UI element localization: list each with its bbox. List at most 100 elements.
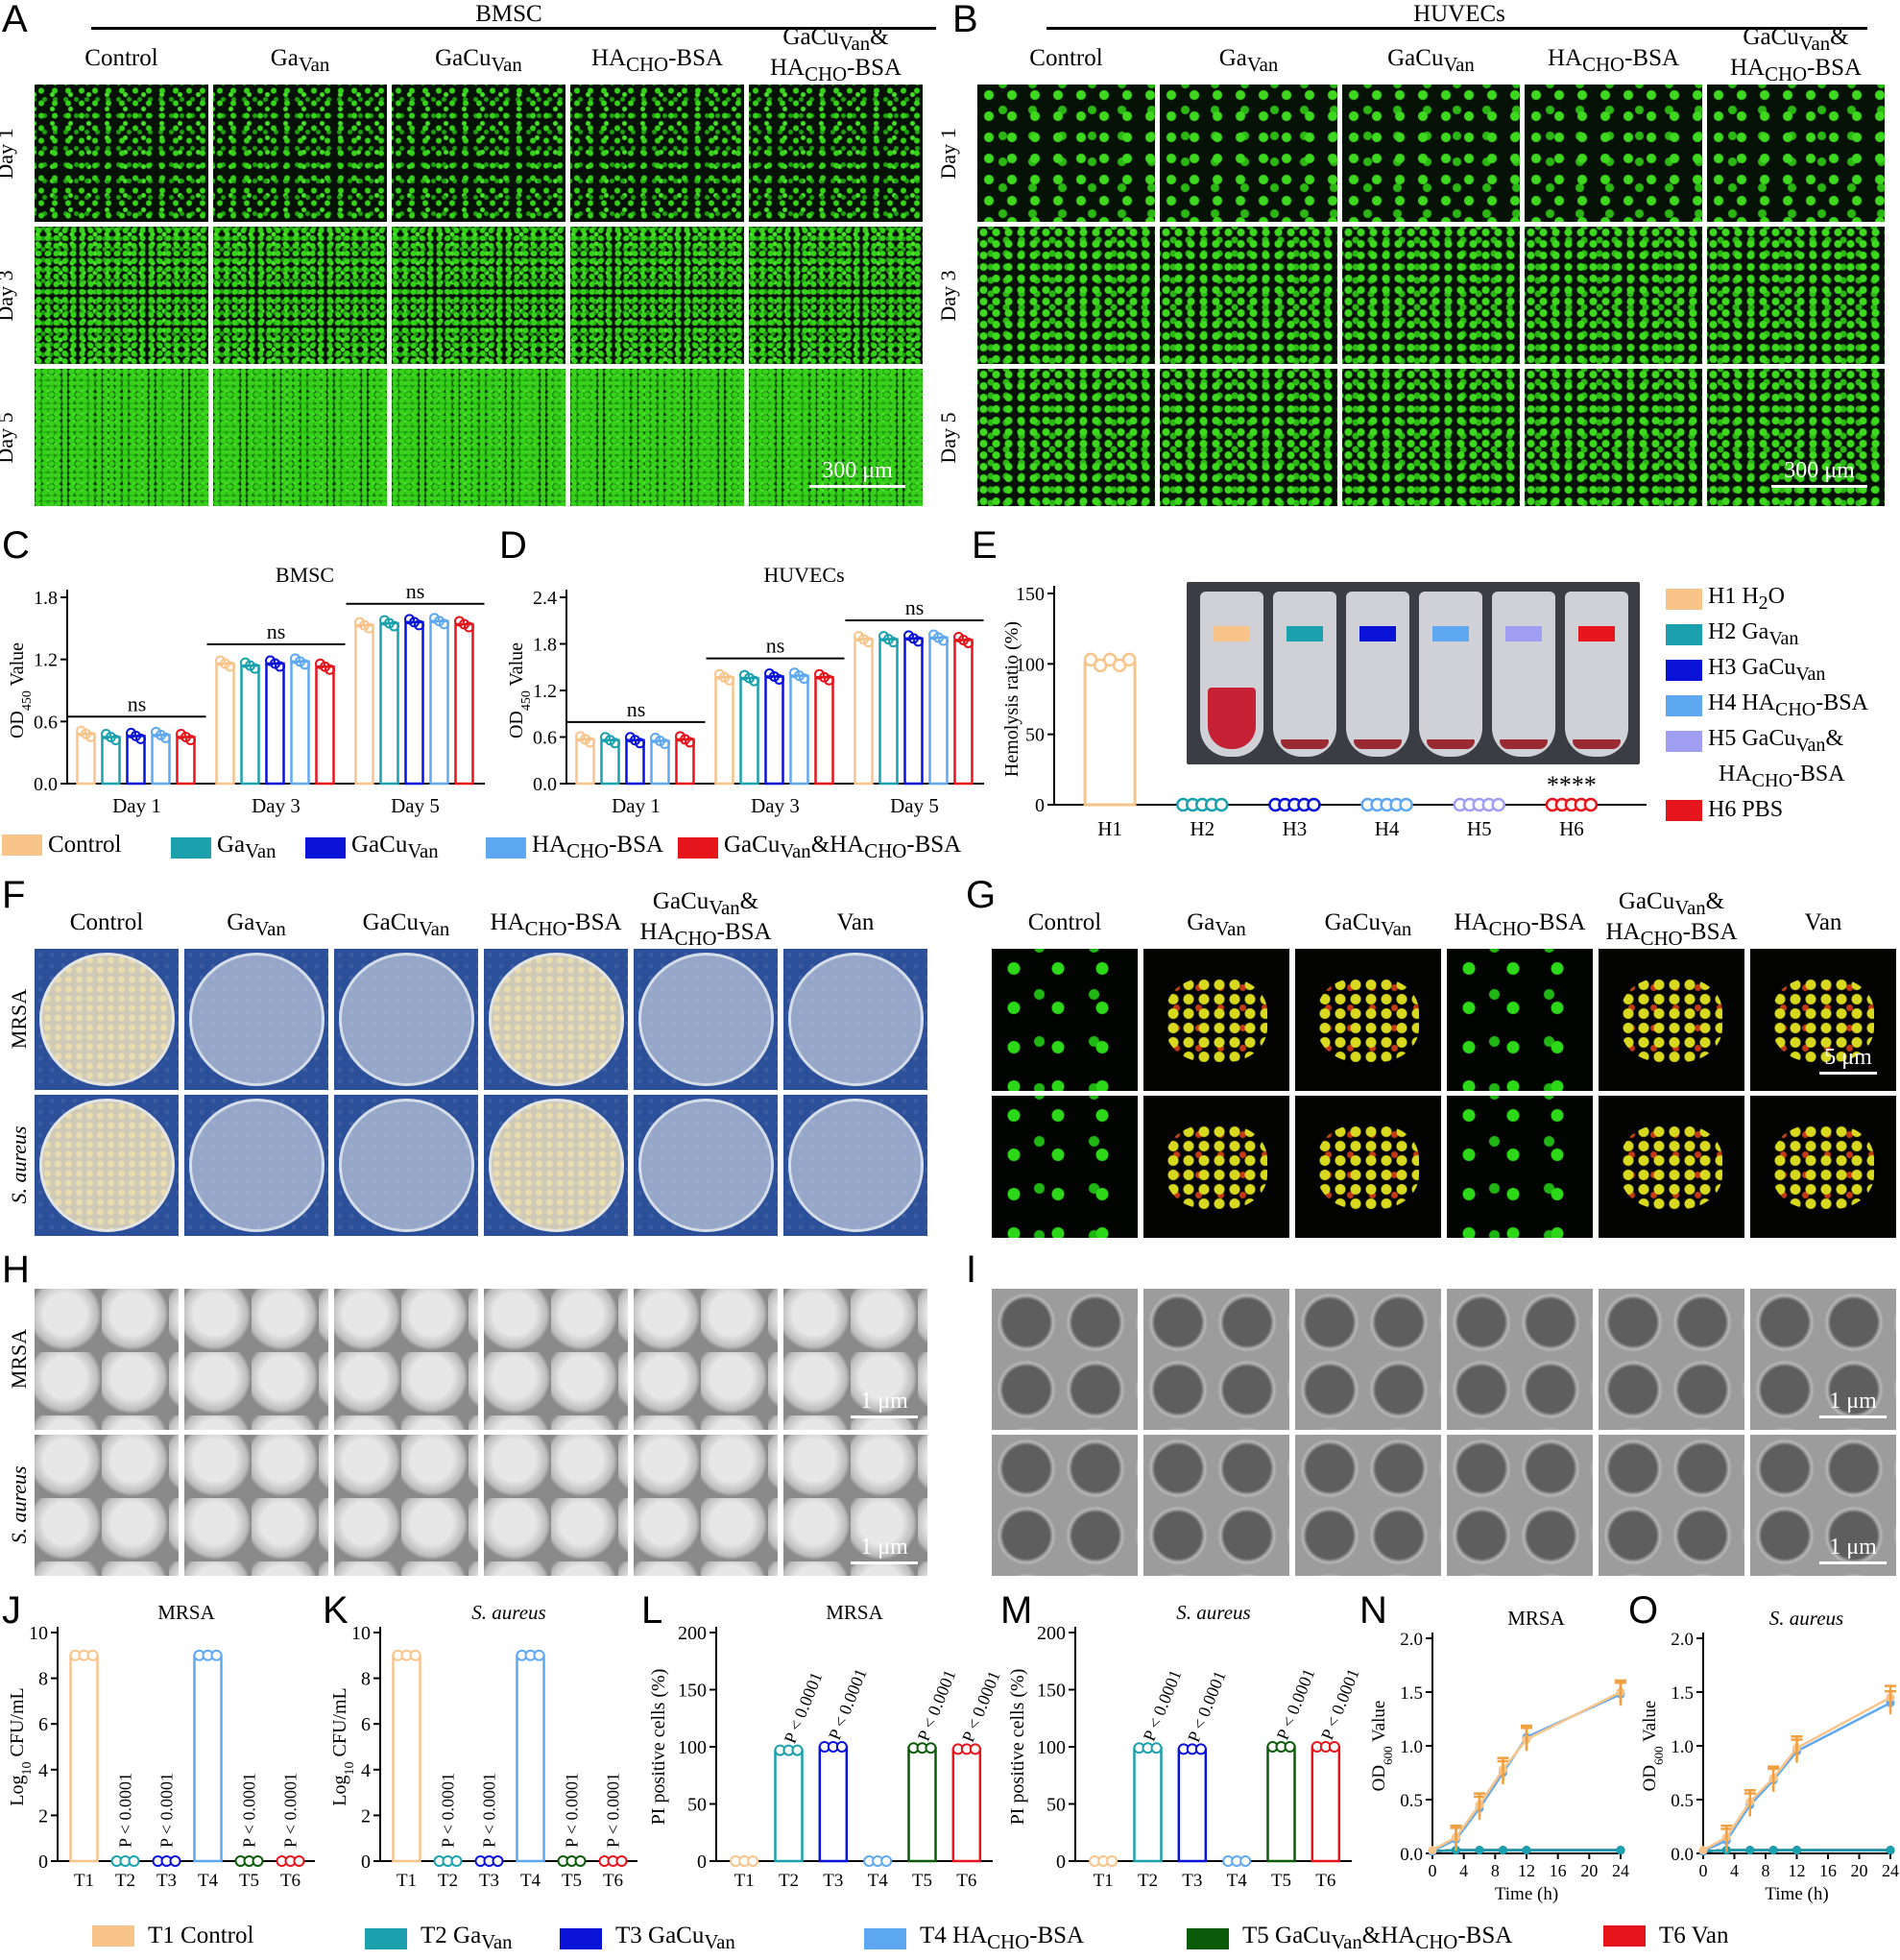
panel-g-image-r0-c1 <box>1143 949 1289 1091</box>
panel-a-image-r2-c2 <box>392 369 565 506</box>
dot <box>1150 1742 1163 1754</box>
dot <box>913 636 924 647</box>
panel-f-col-header-3: HACHO-BSA <box>490 909 622 941</box>
panel-a-image-r2-c4 <box>749 369 923 506</box>
dot <box>1121 652 1137 667</box>
panel-a-image-r0-c1 <box>213 85 387 222</box>
series-line <box>1431 1690 1622 1851</box>
x-tick-label: Day 1 <box>612 794 661 817</box>
y-tick-label: 150 <box>678 1681 707 1702</box>
x-tick-label: T6 <box>956 1871 976 1891</box>
dot <box>724 674 734 686</box>
dot <box>128 1855 140 1867</box>
dot <box>1491 797 1505 812</box>
panel-a-col-header-2: GaCuVan <box>435 45 522 77</box>
y-tick-label: 0 <box>38 1851 48 1873</box>
legend-text: GaVan <box>217 832 277 862</box>
panel-i-image-r1-c4 <box>1599 1435 1744 1576</box>
x-tick-label: 4 <box>1459 1861 1468 1880</box>
hemolysis-tube-photo <box>1187 582 1640 764</box>
panel-h-image-r0-c1 <box>184 1289 328 1430</box>
legend-swatch <box>1603 1925 1646 1947</box>
panel-a-image-r1-c1 <box>213 227 387 364</box>
y-tick-label: 6 <box>361 1714 371 1735</box>
bottom-legend-item-0: T1 Control <box>92 1923 253 1949</box>
bar-0-0 <box>575 738 595 786</box>
series-point <box>1428 1846 1437 1855</box>
panel-a-image-r1-c2 <box>392 227 565 364</box>
x-tick-label: Day 3 <box>252 794 301 817</box>
bar-0-2 <box>126 735 146 786</box>
panel-b-row-label-0: Day 1 <box>936 127 960 180</box>
y-tick-label: 2 <box>361 1805 371 1827</box>
panel-f-plate-r1-c1 <box>184 1095 328 1236</box>
sig-label: ns <box>406 579 425 603</box>
chart-title: MRSA <box>157 1601 215 1624</box>
x-tick-label: 0 <box>1429 1861 1437 1880</box>
legend-swatch <box>1666 623 1702 645</box>
x-tick-label: 12 <box>1789 1861 1806 1880</box>
panel-g-image-r0-c4 <box>1599 949 1744 1091</box>
panel-b-scale-bar-line <box>1771 485 1867 488</box>
bar-T4 <box>516 1654 545 1863</box>
chart-title: S. aureus <box>1769 1607 1843 1630</box>
dot <box>1239 1855 1252 1867</box>
x-tick-label: T1 <box>734 1871 755 1891</box>
panel-g-image-r0-c3 <box>1447 949 1593 1091</box>
bar-1-4 <box>814 676 834 786</box>
panel-f-plate-r0-c5 <box>783 949 927 1090</box>
panel-h-scale-bar-0: 1 μm <box>851 1389 918 1418</box>
legend-text: H3 GaCuVan <box>1708 655 1826 685</box>
series-line <box>1702 1696 1891 1851</box>
p-value-label: P < 0.0001 <box>958 1668 1004 1745</box>
p-value-label: P < 0.0001 <box>1317 1666 1363 1743</box>
x-tick-label: T2 <box>779 1871 799 1891</box>
bar-T1 <box>69 1654 99 1863</box>
bottom-legend-item-2: T3 GaCuVan <box>560 1923 735 1954</box>
legend-text: T4 HACHO-BSA <box>920 1923 1085 1953</box>
bar-1-3 <box>290 660 310 786</box>
panel-i-image-r1-c3 <box>1447 1435 1593 1576</box>
panel-b-image-r0-c0 <box>977 85 1155 222</box>
y-tick-label: 50 <box>1046 1795 1066 1816</box>
panel-i-image-r0-c4 <box>1599 1289 1744 1430</box>
bar-0-3 <box>151 734 171 786</box>
legend-swatch <box>1666 799 1702 821</box>
y-tick-label: 10 <box>29 1623 48 1644</box>
dot <box>492 1855 504 1867</box>
y-tick-label: 1.8 <box>34 588 58 609</box>
y-tick-label: 1.2 <box>533 681 557 702</box>
panel-e-chart: 0 50 100 150 Hemolysis ratio (%) H1 H2 H3 H4 H5 H6… <box>998 538 1651 850</box>
dot <box>185 735 196 745</box>
p-value-label: P < 0.0001 <box>604 1773 623 1848</box>
panel-b-row-label-1: Day 3 <box>936 269 960 322</box>
legend-text: H2 GaVan <box>1708 619 1799 649</box>
sig-label: ns <box>128 691 147 715</box>
dot <box>888 637 899 648</box>
dot <box>414 619 424 631</box>
y-axis-label: Log10 CFU/mL <box>7 1687 35 1805</box>
bar-2-4 <box>953 639 974 786</box>
panel-g-image-r1-c1 <box>1143 1096 1289 1238</box>
panel-b-header-line <box>1046 27 1867 30</box>
panel-h-row-label-1: S. aureus <box>7 1465 31 1544</box>
p-value-label: P < 0.0001 <box>563 1773 582 1848</box>
panel-h-scale-bar-line-0 <box>851 1416 918 1418</box>
dot <box>585 737 595 748</box>
tube-color-tag-4 <box>1432 626 1469 641</box>
panel-g-col-header-0: Control <box>1027 909 1102 935</box>
legend-text: GaCuVan <box>351 832 439 862</box>
x-tick-label: 16 <box>1550 1861 1567 1880</box>
panel-label-f: F <box>2 874 26 916</box>
y-tick-label: 0.6 <box>533 728 557 749</box>
x-tick-label: 16 <box>1819 1861 1837 1880</box>
dot <box>450 1855 463 1867</box>
x-tick-label: 0 <box>1699 1861 1708 1880</box>
panel-cd-legend-item-1: GaVan <box>171 832 277 863</box>
y-tick-label: 0.6 <box>34 712 58 733</box>
panel-h-scale-bar-line-1 <box>851 1561 918 1564</box>
panel-e-legend-item-6: H6 PBS <box>1666 797 1783 823</box>
legend-text: H1 H2O <box>1708 584 1786 614</box>
panel-h-image-r0-c0 <box>35 1289 179 1430</box>
bar-T4 <box>193 1654 223 1863</box>
